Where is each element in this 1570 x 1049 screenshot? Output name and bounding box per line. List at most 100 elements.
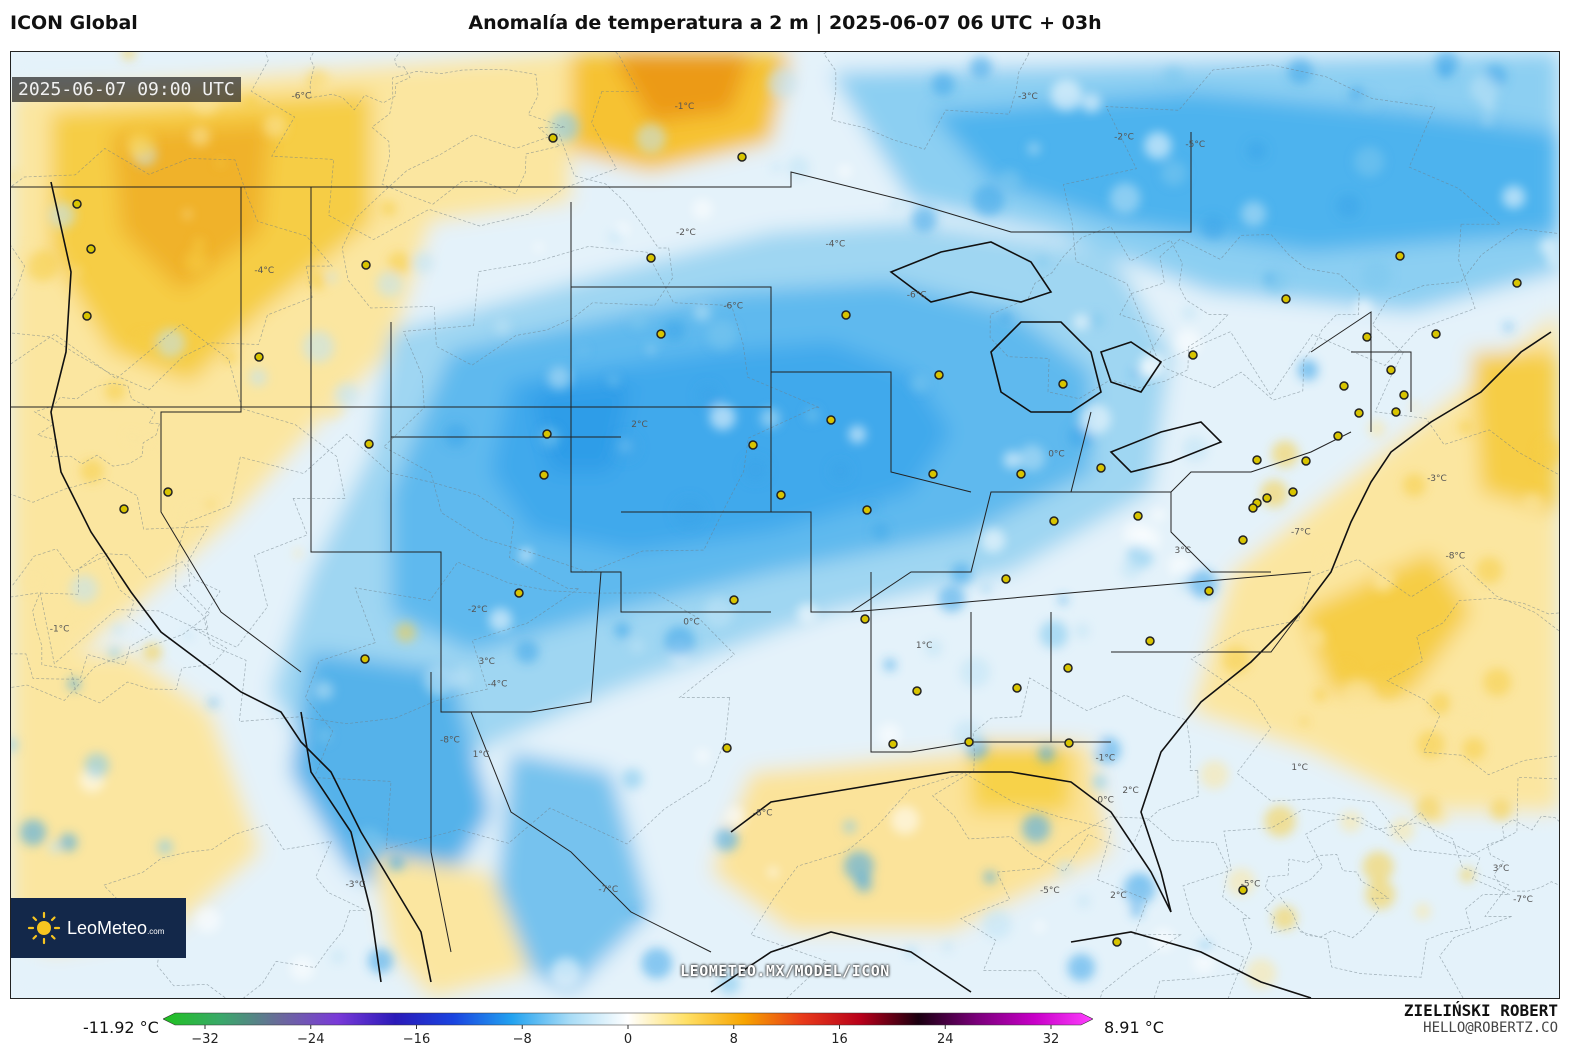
city-dot[interactable] [1301, 456, 1311, 466]
city-dot[interactable] [826, 415, 836, 425]
city-dot[interactable] [1112, 937, 1122, 947]
city-dot[interactable] [1188, 350, 1198, 360]
city-dot[interactable] [82, 311, 92, 321]
city-dot[interactable] [748, 440, 758, 450]
anomaly-speck [1067, 953, 1096, 982]
city-dot[interactable] [1058, 379, 1068, 389]
city-dot[interactable] [119, 504, 129, 514]
author-email[interactable]: HELLO@ROBERTZ.CO [1423, 1020, 1558, 1036]
anomaly-speck [942, 941, 954, 953]
city-dot[interactable] [254, 352, 264, 362]
contour-label: -7°C [598, 885, 618, 895]
contour-line [103, 824, 366, 998]
city-dot[interactable] [934, 370, 944, 380]
anomaly-speck [80, 459, 104, 483]
anomaly-speck [380, 200, 397, 217]
city-dot[interactable] [539, 470, 549, 480]
city-dot[interactable] [1145, 636, 1155, 646]
contour-label: -2°C [468, 605, 488, 615]
city-dot[interactable] [1204, 586, 1214, 596]
city-dot[interactable] [1049, 516, 1059, 526]
city-dot[interactable] [1431, 329, 1441, 339]
contour-label: -4°C [488, 679, 508, 689]
anomaly-speck [1037, 745, 1056, 763]
anomaly-speck [1373, 571, 1392, 590]
city-dot[interactable] [1512, 278, 1522, 288]
city-dot[interactable] [1238, 885, 1248, 895]
contour-label: -7°C [1513, 895, 1533, 905]
city-dot[interactable] [542, 429, 552, 439]
city-dot[interactable] [1399, 390, 1409, 400]
map-canvas[interactable]: 0°C -1°C 1°C 2°C -2°C -3°C -4°C -5°C -6°C -7°C -8°… [10, 51, 1560, 999]
contour-label: -6°C [907, 291, 927, 301]
city-dot[interactable] [1288, 487, 1298, 497]
anomaly-speck [1227, 868, 1256, 896]
source-watermark: LEOMETEO.MX/MODEL/ICON [680, 962, 890, 980]
city-dot[interactable] [888, 739, 898, 749]
color-scale-bar: −32 −24 −16 −8 0 8 16 24 32 [163, 1012, 1093, 1047]
anomaly-speck [1174, 329, 1201, 356]
city-dot[interactable] [776, 490, 786, 500]
anomaly-speck [629, 638, 645, 654]
contour-label: 0°C [683, 617, 700, 627]
city-dot[interactable] [163, 487, 173, 497]
city-dot[interactable] [1016, 469, 1026, 479]
city-dot[interactable] [1386, 365, 1396, 375]
city-dot[interactable] [1262, 493, 1272, 503]
contour-label: 3°C [1493, 864, 1510, 874]
anomaly-speck [889, 199, 901, 211]
logo-suffix: .com [147, 926, 165, 936]
contour-label: -8°C [440, 735, 460, 745]
city-dot[interactable] [361, 260, 371, 270]
city-dot[interactable] [1391, 407, 1401, 417]
anomaly-speck [11, 738, 18, 752]
anomaly-speck [1313, 688, 1327, 702]
anomaly-speck [871, 523, 889, 540]
city-dot[interactable] [1133, 511, 1143, 521]
city-dot[interactable] [1252, 455, 1262, 465]
anomaly-speck [208, 698, 218, 708]
anomaly-speck [1482, 116, 1492, 126]
city-dot[interactable] [1012, 683, 1022, 693]
contour-line [823, 52, 1030, 150]
city-dot[interactable] [729, 595, 739, 605]
city-dot[interactable] [1281, 294, 1291, 304]
city-dot[interactable] [841, 310, 851, 320]
anomaly-speck [969, 55, 993, 79]
anomaly-speck [26, 249, 59, 282]
city-dot[interactable] [928, 469, 938, 479]
anomaly-speck [443, 423, 469, 448]
anomaly-speck [290, 956, 315, 981]
city-dot[interactable] [72, 199, 82, 209]
anomaly-speck [1459, 867, 1475, 883]
leometeo-logo[interactable]: LeoMeteo.com [11, 898, 186, 958]
city-dot[interactable] [1064, 738, 1074, 748]
city-dot[interactable] [1096, 463, 1106, 473]
city-dot[interactable] [1354, 408, 1364, 418]
city-dot[interactable] [1248, 503, 1258, 513]
contour-label: 2°C [1110, 891, 1127, 901]
city-dot[interactable] [1238, 535, 1248, 545]
city-dot[interactable] [646, 253, 656, 263]
city-dot[interactable] [514, 588, 524, 598]
city-dot[interactable] [862, 505, 872, 515]
anomaly-speck [179, 499, 210, 530]
city-dot[interactable] [912, 686, 922, 696]
city-dot[interactable] [1362, 332, 1372, 342]
city-dot[interactable] [360, 654, 370, 664]
city-dot[interactable] [737, 152, 747, 162]
city-dot[interactable] [656, 329, 666, 339]
city-dot[interactable] [548, 133, 558, 143]
city-dot[interactable] [1395, 251, 1405, 261]
city-dot[interactable] [964, 737, 974, 747]
city-dot[interactable] [1333, 431, 1343, 441]
city-dot[interactable] [1339, 381, 1349, 391]
anomaly-speck [629, 311, 648, 330]
city-dot[interactable] [860, 614, 870, 624]
city-dot[interactable] [1063, 663, 1073, 673]
anomaly-speck [1081, 93, 1102, 113]
city-dot[interactable] [86, 244, 96, 254]
city-dot[interactable] [722, 743, 732, 753]
city-dot[interactable] [364, 439, 374, 449]
city-dot[interactable] [1001, 574, 1011, 584]
